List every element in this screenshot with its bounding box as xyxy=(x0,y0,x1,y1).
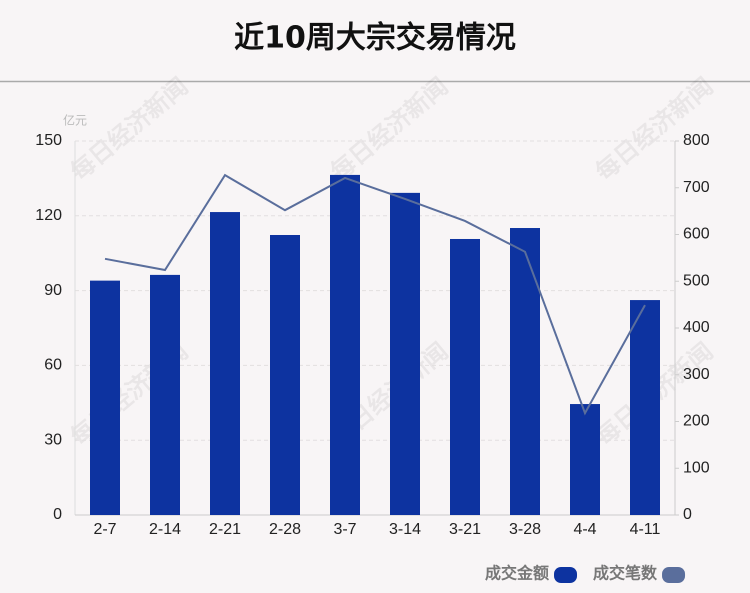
x-tick-label: 3-14 xyxy=(389,521,421,538)
line xyxy=(104,173,646,416)
chart-title: 近10周大宗交易情况 xyxy=(234,21,516,56)
y-unit: 亿元 xyxy=(63,113,87,128)
y2-tick-label: 700 xyxy=(683,179,710,196)
x-tick-label: 3-7 xyxy=(333,521,356,538)
legend-swatch xyxy=(662,567,686,583)
y-tick-label: 0 xyxy=(53,506,62,523)
x-tick-label: 2-7 xyxy=(93,521,116,538)
x-tick-label: 3-28 xyxy=(509,521,541,538)
y-tick-label: 120 xyxy=(35,207,62,224)
legend-label: 成交笔数 xyxy=(593,564,658,583)
x-tick-label: 2-14 xyxy=(149,521,181,538)
bar xyxy=(510,228,540,515)
bar xyxy=(570,404,600,515)
y2-tick-label: 400 xyxy=(683,319,710,336)
x-tick-label: 3-21 xyxy=(449,521,481,538)
x-tick-label: 2-28 xyxy=(269,521,301,538)
bar xyxy=(270,234,300,516)
y2-tick-label: 300 xyxy=(683,366,710,383)
legend-swatch xyxy=(554,567,578,583)
bar xyxy=(90,280,120,515)
bar xyxy=(210,212,240,515)
y2-tick-label: 100 xyxy=(683,459,710,476)
bar xyxy=(630,300,660,515)
bar xyxy=(390,192,420,515)
y2-tick-label: 200 xyxy=(683,413,710,430)
y2-tick-label: 500 xyxy=(683,272,710,289)
y2-tick-label: 800 xyxy=(683,132,710,149)
x-tick-label: 2-21 xyxy=(209,521,241,538)
x-tick-label: 4-4 xyxy=(573,521,596,538)
y-tick-label: 60 xyxy=(44,357,62,374)
bar xyxy=(330,174,360,515)
y2-tick-label: 600 xyxy=(683,226,710,243)
y-tick-label: 90 xyxy=(44,282,62,299)
x-tick-label: 4-11 xyxy=(630,521,661,538)
y-tick-label: 150 xyxy=(35,132,62,149)
legend-label: 成交金额 xyxy=(485,564,549,583)
y2-tick-label: 0 xyxy=(683,506,692,523)
bar xyxy=(450,238,480,515)
y-tick-label: 30 xyxy=(44,431,62,448)
bar xyxy=(150,274,180,515)
